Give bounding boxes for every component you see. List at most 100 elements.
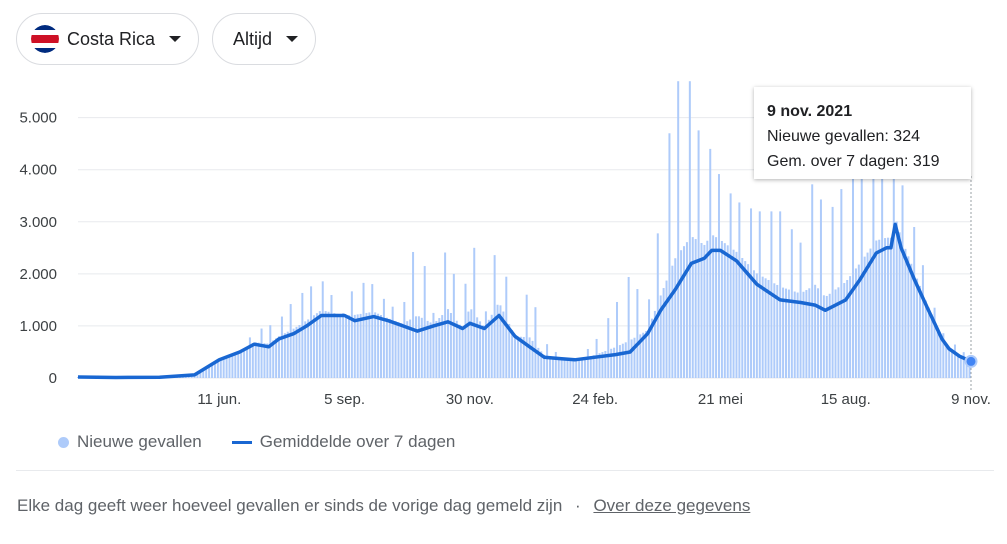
legend-item-average[interactable]: Gemiddelde over 7 dagen	[231, 432, 456, 452]
y-tick-label: 0	[49, 370, 57, 387]
bar-new-cases	[275, 338, 278, 378]
bar-new-cases	[837, 287, 840, 378]
bar-new-cases	[417, 316, 420, 378]
bar-new-cases	[671, 265, 674, 378]
bar-new-cases	[898, 232, 901, 378]
bar-new-cases	[388, 318, 391, 378]
bar-new-cases	[799, 242, 802, 378]
bar-new-cases	[752, 270, 755, 378]
bar-new-cases	[703, 244, 706, 378]
bar-new-cases	[840, 189, 843, 378]
bar-new-cases	[642, 332, 645, 378]
bar-new-cases	[706, 240, 709, 378]
bar-new-cases	[403, 301, 406, 378]
bar-new-cases	[889, 237, 892, 378]
bar-new-cases	[257, 342, 260, 378]
bar-new-cases	[627, 276, 630, 378]
bar-new-cases	[508, 323, 511, 378]
legend-label-average: Gemiddelde over 7 dagen	[259, 432, 456, 451]
x-tick-label: 30 nov.	[446, 391, 494, 408]
legend-swatch-bars	[58, 436, 69, 448]
bar-new-cases	[263, 343, 266, 378]
bar-new-cases	[886, 237, 889, 378]
bar-new-cases	[662, 288, 665, 378]
bar-new-cases	[289, 304, 292, 378]
bar-new-cases	[551, 356, 554, 378]
bar-new-cases	[426, 320, 429, 378]
bar-new-cases	[447, 309, 450, 378]
bar-new-cases	[767, 279, 770, 378]
bar-new-cases	[409, 319, 412, 378]
bar-new-cases	[700, 242, 703, 378]
bar-new-cases	[901, 185, 904, 378]
bar-new-cases	[776, 284, 779, 378]
bar-new-cases	[380, 315, 383, 378]
bar-new-cases	[350, 291, 353, 378]
footer: Elke dag geeft weer hoeveel gevallen er …	[17, 496, 750, 516]
bar-new-cases	[522, 336, 525, 378]
bar-new-cases	[557, 357, 560, 378]
about-data-link[interactable]: Over deze gegevens	[593, 496, 751, 515]
bar-new-cases	[353, 314, 356, 378]
bar-new-cases	[910, 263, 913, 378]
country-dropdown[interactable]: Costa Rica	[16, 13, 199, 65]
bar-new-cases	[575, 360, 578, 378]
bar-new-cases	[345, 315, 348, 378]
chart-bars	[77, 81, 971, 378]
bar-new-cases	[470, 309, 473, 378]
bar-new-cases	[726, 245, 729, 378]
bar-new-cases	[438, 318, 441, 378]
bar-new-cases	[779, 211, 782, 378]
bar-new-cases	[846, 280, 849, 378]
bar-new-cases	[423, 266, 426, 378]
cases-chart[interactable]: 0 1.000 2.000 3.000 4.000 5.000 11 jun. 5 sep.…	[0, 76, 1007, 426]
bar-new-cases	[916, 278, 919, 378]
bar-new-cases	[499, 305, 502, 378]
bar-new-cases	[560, 358, 563, 378]
bar-new-cases	[420, 317, 423, 378]
bar-new-cases	[572, 359, 575, 378]
tooltip-average: Gem. over 7 dagen: 319	[767, 153, 940, 170]
bar-new-cases	[933, 307, 936, 378]
bar-new-cases	[514, 336, 517, 378]
bar-new-cases	[884, 238, 887, 378]
bar-new-cases	[283, 333, 286, 378]
bar-new-cases	[802, 291, 805, 378]
time-range-dropdown[interactable]: Altijd	[212, 13, 316, 65]
bar-new-cases	[231, 354, 234, 378]
bar-new-cases	[825, 295, 828, 378]
legend-item-new-cases[interactable]: Nieuwe gevallen	[58, 432, 202, 452]
x-tick-label: 5 sep.	[324, 391, 365, 408]
bar-new-cases	[342, 313, 345, 378]
bar-new-cases	[240, 349, 243, 378]
bar-new-cases	[286, 331, 289, 378]
bar-new-cases	[962, 352, 965, 378]
bar-new-cases	[554, 351, 557, 378]
bar-new-cases	[665, 280, 668, 378]
bar-new-cases	[272, 340, 275, 378]
bar-new-cases	[359, 313, 362, 378]
bar-new-cases	[613, 347, 616, 378]
bar-new-cases	[298, 325, 301, 378]
bar-new-cases	[292, 328, 295, 378]
bar-new-cases	[473, 247, 476, 378]
bar-new-cases	[225, 356, 228, 378]
bar-new-cases	[534, 307, 537, 378]
bar-new-cases	[729, 193, 732, 378]
bar-new-cases	[307, 319, 310, 378]
bar-new-cases	[543, 354, 546, 378]
bar-new-cases	[694, 239, 697, 378]
bar-new-cases	[578, 359, 581, 378]
bar-new-cases	[630, 339, 633, 378]
bar-new-cases	[636, 289, 639, 378]
bar-new-cases	[650, 318, 653, 378]
bar-new-cases	[493, 255, 496, 378]
bar-new-cases	[633, 337, 636, 378]
bar-new-cases	[697, 130, 700, 378]
bar-new-cases	[854, 268, 857, 378]
bar-new-cases	[942, 333, 945, 378]
bar-new-cases	[720, 240, 723, 378]
bar-new-cases	[965, 358, 968, 378]
bar-new-cases	[645, 331, 648, 378]
bar-new-cases	[479, 321, 482, 378]
